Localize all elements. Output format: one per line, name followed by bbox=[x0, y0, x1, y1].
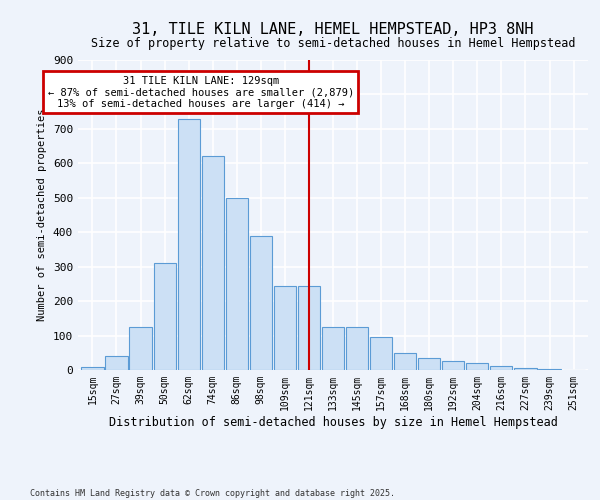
Bar bbox=[514, 368, 536, 370]
Bar bbox=[274, 286, 296, 370]
Bar bbox=[466, 363, 488, 370]
Bar bbox=[202, 156, 224, 370]
Bar bbox=[322, 327, 344, 370]
Bar bbox=[442, 362, 464, 370]
X-axis label: Distribution of semi-detached houses by size in Hemel Hempstead: Distribution of semi-detached houses by … bbox=[109, 416, 557, 428]
Bar bbox=[250, 236, 272, 370]
Bar bbox=[154, 263, 176, 370]
Bar bbox=[490, 366, 512, 370]
Bar bbox=[130, 327, 152, 370]
Y-axis label: Number of semi-detached properties: Number of semi-detached properties bbox=[37, 109, 47, 322]
Bar bbox=[298, 286, 320, 370]
Text: 31, TILE KILN LANE, HEMEL HEMPSTEAD, HP3 8NH: 31, TILE KILN LANE, HEMEL HEMPSTEAD, HP3… bbox=[132, 22, 534, 38]
Bar bbox=[106, 356, 128, 370]
Text: Size of property relative to semi-detached houses in Hemel Hempstead: Size of property relative to semi-detach… bbox=[91, 38, 575, 51]
Bar bbox=[178, 118, 200, 370]
Bar bbox=[226, 198, 248, 370]
Bar bbox=[82, 366, 104, 370]
Bar bbox=[418, 358, 440, 370]
Bar bbox=[346, 327, 368, 370]
Bar bbox=[394, 353, 416, 370]
Text: 31 TILE KILN LANE: 129sqm
← 87% of semi-detached houses are smaller (2,879)
13% : 31 TILE KILN LANE: 129sqm ← 87% of semi-… bbox=[47, 76, 354, 108]
Text: Contains HM Land Registry data © Crown copyright and database right 2025.: Contains HM Land Registry data © Crown c… bbox=[30, 488, 395, 498]
Bar bbox=[370, 338, 392, 370]
